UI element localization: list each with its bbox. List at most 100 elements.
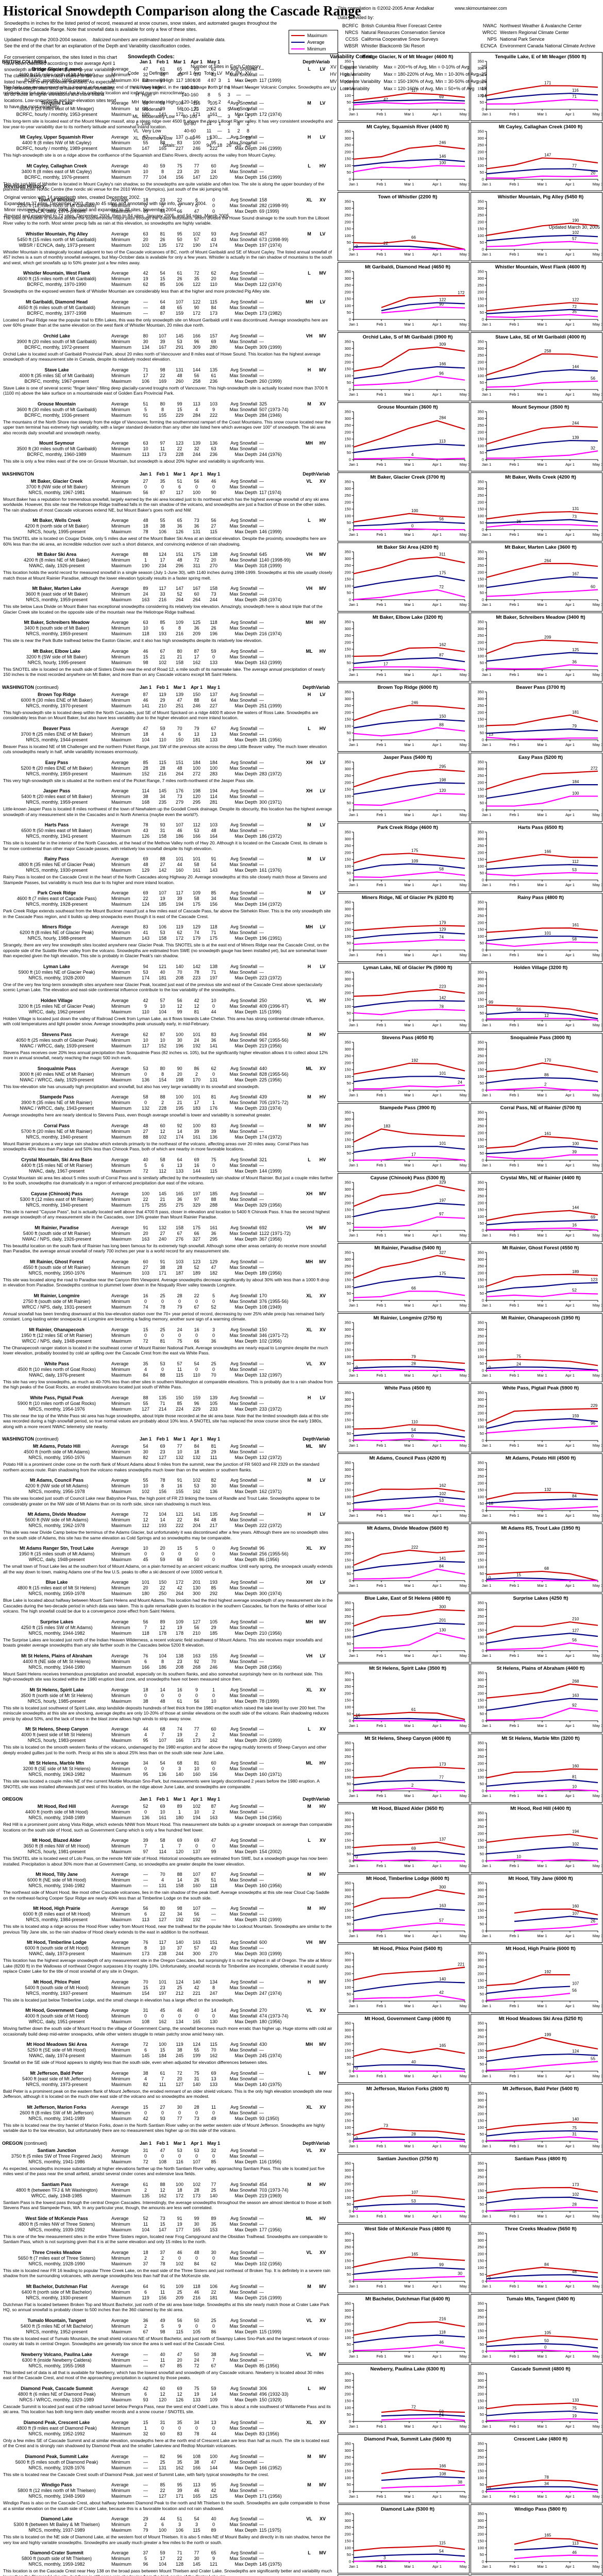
stat-value: 70 [211,2047,216,2053]
stat-value: 39 [177,2488,182,2493]
stat-value: 38 [143,2070,148,2076]
snowdepth-code-cell: — [226,135,231,141]
station-stat-row: 3200 ft (SE side of Mt St Helens) Minimum… [2,1766,335,1772]
svg-text:May 1: May 1 [593,322,602,327]
spacer [222,1338,226,1344]
stat-value: 174 [175,1134,184,1140]
variability-code [316,766,329,771]
variability-code: MV [319,2550,326,2555]
station-stat-row: NRCS, hourly, 1985-present Maximum 38 48 61 5… [2,1699,335,1704]
stat-value: 12 [160,1624,165,1630]
svg-text:Feb 1: Feb 1 [376,322,386,327]
legend-line-swatch [291,41,305,43]
snow-label: Max Depth [234,1815,257,1820]
spacer [222,1797,226,1802]
depth-code [303,2460,316,2465]
section-name-text: OREGON [2,2140,23,2146]
stat-value: 115 [210,529,217,534]
station-stat-row: 6400 ft (north side of Mt Bachelor) Minim… [2,2290,335,2295]
month-header: Jan 1 [139,471,152,477]
svg-text:50: 50 [347,801,351,805]
stat-value: 10 [143,446,148,451]
stat-value: 136 [209,440,218,446]
snowdepth-chart: Mt Baker, Glacier Creek (3700 ft) 0 50 100 1… [338,472,470,541]
snow-label: Max Snowfall [229,1945,257,1951]
month-header: May 1 [207,684,220,690]
station-stat-row: Mount Seymour Average 63 97 123 139 136 Avg Sno… [2,440,335,446]
station-elevation: 5250 ft (SE side of Mt Hood) [27,2047,86,2053]
snow-value: — [259,856,264,861]
stat-value: 6 [161,1162,164,1168]
station-description: This site has very low snowdepths, as mu… [3,1379,333,1390]
legend-item: Average [291,39,336,45]
snow-value: 85 (1956) [259,2363,279,2368]
depth-code [303,1631,316,1636]
variability-code [316,490,329,496]
stat-value: 115 [210,1168,217,1174]
svg-text:Orchid Lake, S of Mt Garibaldi: Orchid Lake, S of Mt Garibaldi (3900 ft) [363,334,453,340]
spacer [222,345,226,350]
depth-code [303,2329,316,2335]
station-entry: Jasper Pass Average 114 145 176 198 194 Avg Sno… [2,788,335,817]
stat-value: 127 [158,2494,167,2499]
website-link[interactable]: www.skimountaineer.com [455,6,507,11]
stat-value: 12 [160,1128,165,1134]
stat-value: 40 [211,2516,216,2521]
station-elevation: 5650 ft (7 miles east of Three Sisters) [18,2255,95,2261]
stat-value: 181 [158,975,167,980]
stat-value: 26 [160,236,165,242]
station-stat-row: Mt Baker, Elbow Lake Average 46 67 80 87 59 Avg… [2,649,335,654]
stat-value: 1 [212,1100,215,1105]
snowdepth-code-cell: — [245,92,250,97]
snowdepth-chart: Mt Baker, Wells Creek (4200 ft) 0 50 100 150… [471,472,603,541]
stat-value: 37 [143,2261,148,2266]
snowdepth-code-row: MH Moderately High 120-140 9 2 4 3— [128,98,254,106]
stat-value: 145 [141,2053,150,2058]
stat-value: 228 [158,1106,167,1111]
stat-value: 95 [211,140,216,145]
stat-value: 107 [175,822,184,827]
stat-value: 135 [141,2193,150,2198]
variability-code: MV [319,2070,326,2076]
svg-text:350: 350 [344,550,351,554]
station-source: NRCS, monthly, 1944-1982 [28,1630,85,1636]
svg-text:May 1: May 1 [460,532,469,537]
stat-value: 35 [143,1361,148,1366]
updated-date: Updated March 30, 2005 [548,225,600,230]
depth-code [303,625,316,631]
stat-value: 16 [177,1687,182,1692]
stat-label: Minimum [111,168,130,174]
spacer [222,2454,226,2460]
svg-text:May 1: May 1 [460,112,469,116]
snow-label: Max Depth [234,1951,257,1956]
station-stat-row: 4800 ft (5 miles NW of Three Sisters) Min… [2,2222,335,2227]
snow-value: — [259,930,264,935]
spacer [222,367,226,373]
stat-value: 52 [143,1804,148,1809]
snow-value: — [259,2076,264,2081]
stat-label: Minimum [111,1003,130,1009]
stat-value: 185 [209,1630,218,1636]
snow-value: — [259,2488,264,2493]
stat-value: 51 [177,478,182,484]
depth-code [303,2295,316,2301]
stat-value: 108 [192,78,201,83]
stat-value: 138 [209,963,218,969]
svg-text:Feb 1: Feb 1 [509,462,519,467]
svg-text:100: 100 [439,160,446,165]
station-source: WRCC, daily, 1962-present [28,1009,85,1014]
stat-value: 55 [143,140,148,145]
station-stat-row: Mt Adams, Council Pass Average 55 78 91 102 82… [2,1478,335,1483]
snowdepth-code-cell: 140-160 [181,92,198,97]
stat-value: 8 [161,406,164,412]
stat-value: 234 [158,563,167,568]
snow-value: 102 (1956) [259,1338,282,1344]
svg-text:250: 250 [477,353,484,358]
stat-value: 103 [141,1270,150,1276]
stat-value: 111 [159,2081,166,2087]
snow-value: — [259,2289,264,2295]
station-stat-row: Easy Pass Average 85 115 151 184 184 Avg Snowfa… [2,760,335,766]
svg-text:50: 50 [480,380,484,385]
snow-label: Avg Snowfall [230,1157,257,1162]
